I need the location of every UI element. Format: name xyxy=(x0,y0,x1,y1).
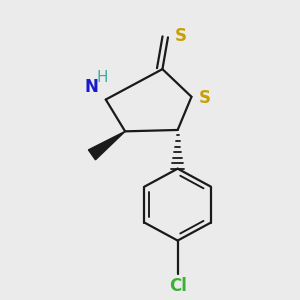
Text: N: N xyxy=(85,78,99,96)
Text: Cl: Cl xyxy=(169,277,187,295)
Text: H: H xyxy=(97,70,108,85)
Text: S: S xyxy=(175,27,187,45)
Text: S: S xyxy=(198,89,210,107)
Polygon shape xyxy=(88,131,125,160)
